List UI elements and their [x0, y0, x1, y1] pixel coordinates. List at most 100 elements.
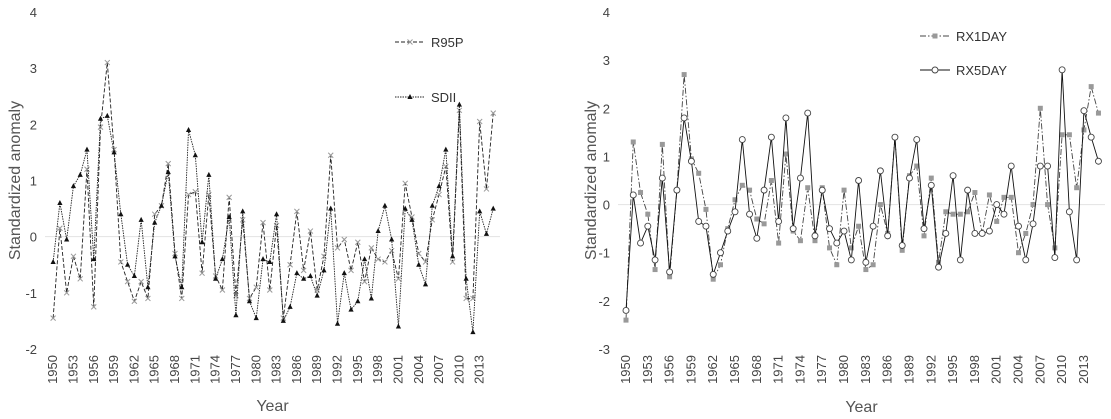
marker [1029, 220, 1037, 228]
marker [490, 205, 496, 211]
x-tick-label: 1977 [228, 355, 243, 384]
marker-stroke [388, 247, 395, 254]
marker [986, 192, 992, 198]
y-axis-title: Standardized anomaly [7, 101, 24, 260]
marker [920, 225, 928, 233]
x-tick-label: 2013 [1076, 355, 1091, 384]
y-tick-label: 1 [603, 149, 610, 164]
marker [226, 194, 233, 201]
marker [630, 139, 636, 145]
marker-stroke [382, 259, 388, 265]
x-tick-label: 1971 [187, 355, 202, 384]
marker [1044, 162, 1052, 170]
marker [63, 289, 70, 296]
marker [70, 253, 77, 260]
marker [436, 191, 442, 198]
marker-stroke [294, 208, 300, 215]
marker [673, 186, 681, 194]
marker [388, 247, 395, 254]
y-tick-label: 2 [30, 117, 37, 132]
marker [950, 211, 956, 217]
marker [355, 298, 361, 304]
marker [240, 208, 246, 214]
x-tick-label: 1983 [858, 355, 873, 384]
marker [239, 216, 246, 223]
marker [863, 267, 869, 273]
marker [775, 217, 783, 225]
marker [783, 151, 789, 157]
marker [1036, 162, 1044, 170]
x-axis-title: Year [256, 398, 289, 415]
x-tick-label: 1977 [814, 355, 829, 384]
marker [1059, 132, 1065, 138]
marker [395, 275, 402, 282]
x-tick-label: 1959 [106, 355, 121, 384]
marker [267, 258, 273, 264]
marker [856, 223, 862, 229]
marker [145, 284, 151, 290]
x-tick-label: 2001 [989, 355, 1004, 384]
marker-stroke [449, 259, 456, 265]
marker [199, 239, 205, 245]
marker [876, 167, 884, 175]
marker [443, 146, 449, 152]
y-tick-label: 3 [603, 53, 610, 68]
x-tick-label: 1974 [208, 355, 223, 384]
x-tick-label: 1974 [792, 355, 807, 384]
marker [1008, 194, 1014, 200]
series-line [52, 104, 494, 333]
marker [1081, 127, 1087, 133]
marker [623, 317, 629, 323]
marker [294, 208, 300, 215]
marker [1095, 110, 1101, 116]
marker [687, 157, 695, 165]
legend-label: R95P [431, 35, 464, 50]
marker [90, 304, 97, 310]
x-tick-label: 2013 [472, 355, 487, 384]
marker-stroke [185, 191, 192, 198]
marker-stroke [145, 295, 151, 302]
x-tick-label: 1971 [771, 355, 786, 384]
marker-stroke [476, 118, 483, 125]
marker [172, 253, 178, 259]
marker [178, 295, 185, 302]
marker [131, 298, 138, 305]
marker [1007, 162, 1015, 170]
marker [1065, 208, 1073, 216]
x-axis-title: Year [845, 399, 878, 416]
marker [747, 187, 753, 193]
marker [301, 275, 307, 281]
marker [702, 222, 710, 230]
marker-stroke [415, 250, 422, 257]
marker [1074, 185, 1080, 191]
x-tick-label: 1992 [923, 355, 938, 384]
marker [382, 259, 388, 265]
marker [834, 262, 840, 268]
x-tick-label: 1980 [248, 355, 263, 384]
marker [328, 205, 334, 211]
marker [637, 239, 644, 247]
marker [117, 259, 124, 265]
marker [811, 232, 819, 240]
marker [179, 284, 185, 290]
x-tick-label: 1950 [45, 355, 60, 384]
marker-stroke [266, 287, 273, 293]
marker [776, 240, 782, 246]
marker [50, 258, 56, 264]
marker [138, 278, 144, 285]
marker [1045, 202, 1051, 208]
marker [97, 115, 104, 121]
marker [152, 219, 158, 225]
marker [429, 202, 435, 208]
marker [956, 256, 964, 264]
marker [341, 270, 347, 276]
marker [964, 186, 972, 194]
marker-stroke [368, 245, 375, 251]
marker [450, 253, 456, 259]
marker [395, 323, 402, 329]
x-tick-label: 2007 [431, 355, 446, 384]
marker-stroke [422, 259, 429, 265]
marker [760, 186, 768, 194]
marker [341, 236, 348, 243]
marker [1095, 157, 1102, 165]
